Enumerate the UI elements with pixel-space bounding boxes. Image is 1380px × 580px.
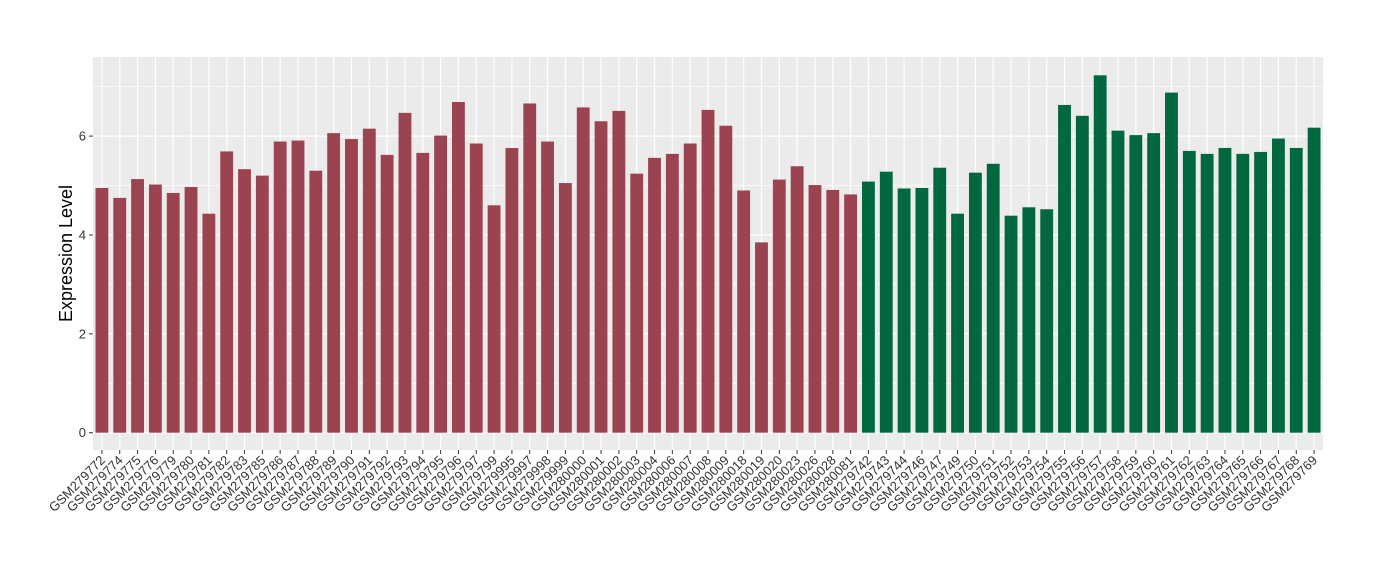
bar-GSM279766: [1254, 151, 1268, 433]
bar-GSM280009: [719, 125, 733, 433]
bar-GSM279752: [1004, 215, 1018, 433]
bar-GSM279999: [558, 183, 572, 433]
bar-GSM279789: [327, 133, 341, 433]
bar-GSM279749: [951, 213, 964, 433]
bar-GSM280001: [594, 121, 608, 433]
bar-GSM279767: [1272, 138, 1285, 433]
bar-GSM279760: [1147, 133, 1161, 433]
y-tick-label: 4: [79, 227, 86, 242]
bar-GSM279791: [362, 128, 376, 433]
bar-GSM279792: [380, 154, 394, 433]
bar-GSM279744: [897, 188, 911, 433]
bar-GSM279785: [255, 175, 269, 433]
bar-GSM280002: [612, 110, 626, 433]
bar-GSM280007: [683, 143, 697, 433]
bar-GSM279765: [1236, 153, 1250, 433]
bar-GSM279753: [1022, 207, 1036, 433]
bar-GSM280003: [630, 173, 644, 433]
y-axis-title: Expression Level: [56, 185, 76, 322]
bar-GSM279782: [220, 151, 234, 433]
bar-GSM280019: [755, 242, 768, 433]
y-tick-label: 2: [79, 326, 86, 341]
bar-GSM279799: [487, 205, 501, 433]
bar-GSM279793: [398, 112, 412, 433]
bar-GSM279786: [273, 141, 287, 433]
bar-GSM279998: [541, 141, 554, 433]
bar-GSM279742: [862, 181, 875, 433]
y-axis: 0 2 4 6: [79, 129, 93, 440]
bar-GSM279750: [968, 172, 982, 433]
bar-GSM279795: [434, 135, 448, 433]
bar-GSM279776: [148, 184, 162, 433]
bar-GSM279762: [1182, 150, 1196, 433]
bar-GSM280018: [737, 190, 751, 433]
bar-GSM279764: [1218, 147, 1232, 433]
bar-GSM279780: [184, 187, 198, 433]
bar-GSM279774: [113, 197, 127, 433]
bar-GSM279797: [469, 143, 483, 433]
bar-GSM279761: [1165, 92, 1178, 433]
bar-GSM279743: [879, 171, 893, 433]
bar-GSM279781: [202, 213, 216, 433]
bar-GSM279783: [238, 169, 251, 433]
bar-GSM279763: [1200, 153, 1214, 433]
bar-GSM279751: [986, 163, 1000, 433]
bar-GSM280081: [844, 194, 858, 433]
bar-GSM279787: [291, 140, 305, 433]
bar-GSM280008: [701, 109, 715, 433]
bar-GSM279779: [166, 192, 180, 433]
x-axis: GSM279772GSM279774GSM279775GSM279776GSM2…: [46, 450, 1320, 515]
bar-GSM279756: [1075, 115, 1089, 433]
bar-GSM279790: [345, 139, 358, 433]
bar-GSM279775: [131, 179, 144, 433]
bar-GSM279768: [1289, 147, 1303, 433]
bar-GSM279757: [1093, 75, 1107, 433]
bar-GSM279788: [309, 170, 323, 433]
bar-GSM279746: [915, 188, 929, 433]
bar-GSM280026: [808, 185, 822, 433]
bar-GSM280028: [826, 189, 840, 433]
bar-GSM280004: [648, 157, 661, 433]
bar-GSM279747: [933, 167, 947, 433]
bar-GSM280000: [576, 107, 590, 433]
y-tick-label: 0: [79, 425, 86, 440]
bar-GSM280020: [772, 179, 786, 433]
bar-GSM279997: [523, 103, 537, 433]
bars: [95, 75, 1321, 433]
bar-GSM279755: [1058, 104, 1071, 433]
bar-GSM280006: [665, 153, 679, 433]
bar-GSM279754: [1040, 209, 1054, 433]
bar-GSM279995: [505, 147, 519, 433]
bar-GSM279769: [1307, 127, 1321, 433]
bar-GSM279758: [1111, 130, 1125, 433]
y-tick-label: 6: [79, 129, 86, 144]
bar-GSM279794: [416, 152, 430, 433]
bar-GSM279759: [1129, 135, 1143, 433]
bar-GSM279796: [452, 101, 465, 433]
bar-GSM279772: [95, 188, 109, 433]
bar-GSM280023: [790, 166, 804, 433]
